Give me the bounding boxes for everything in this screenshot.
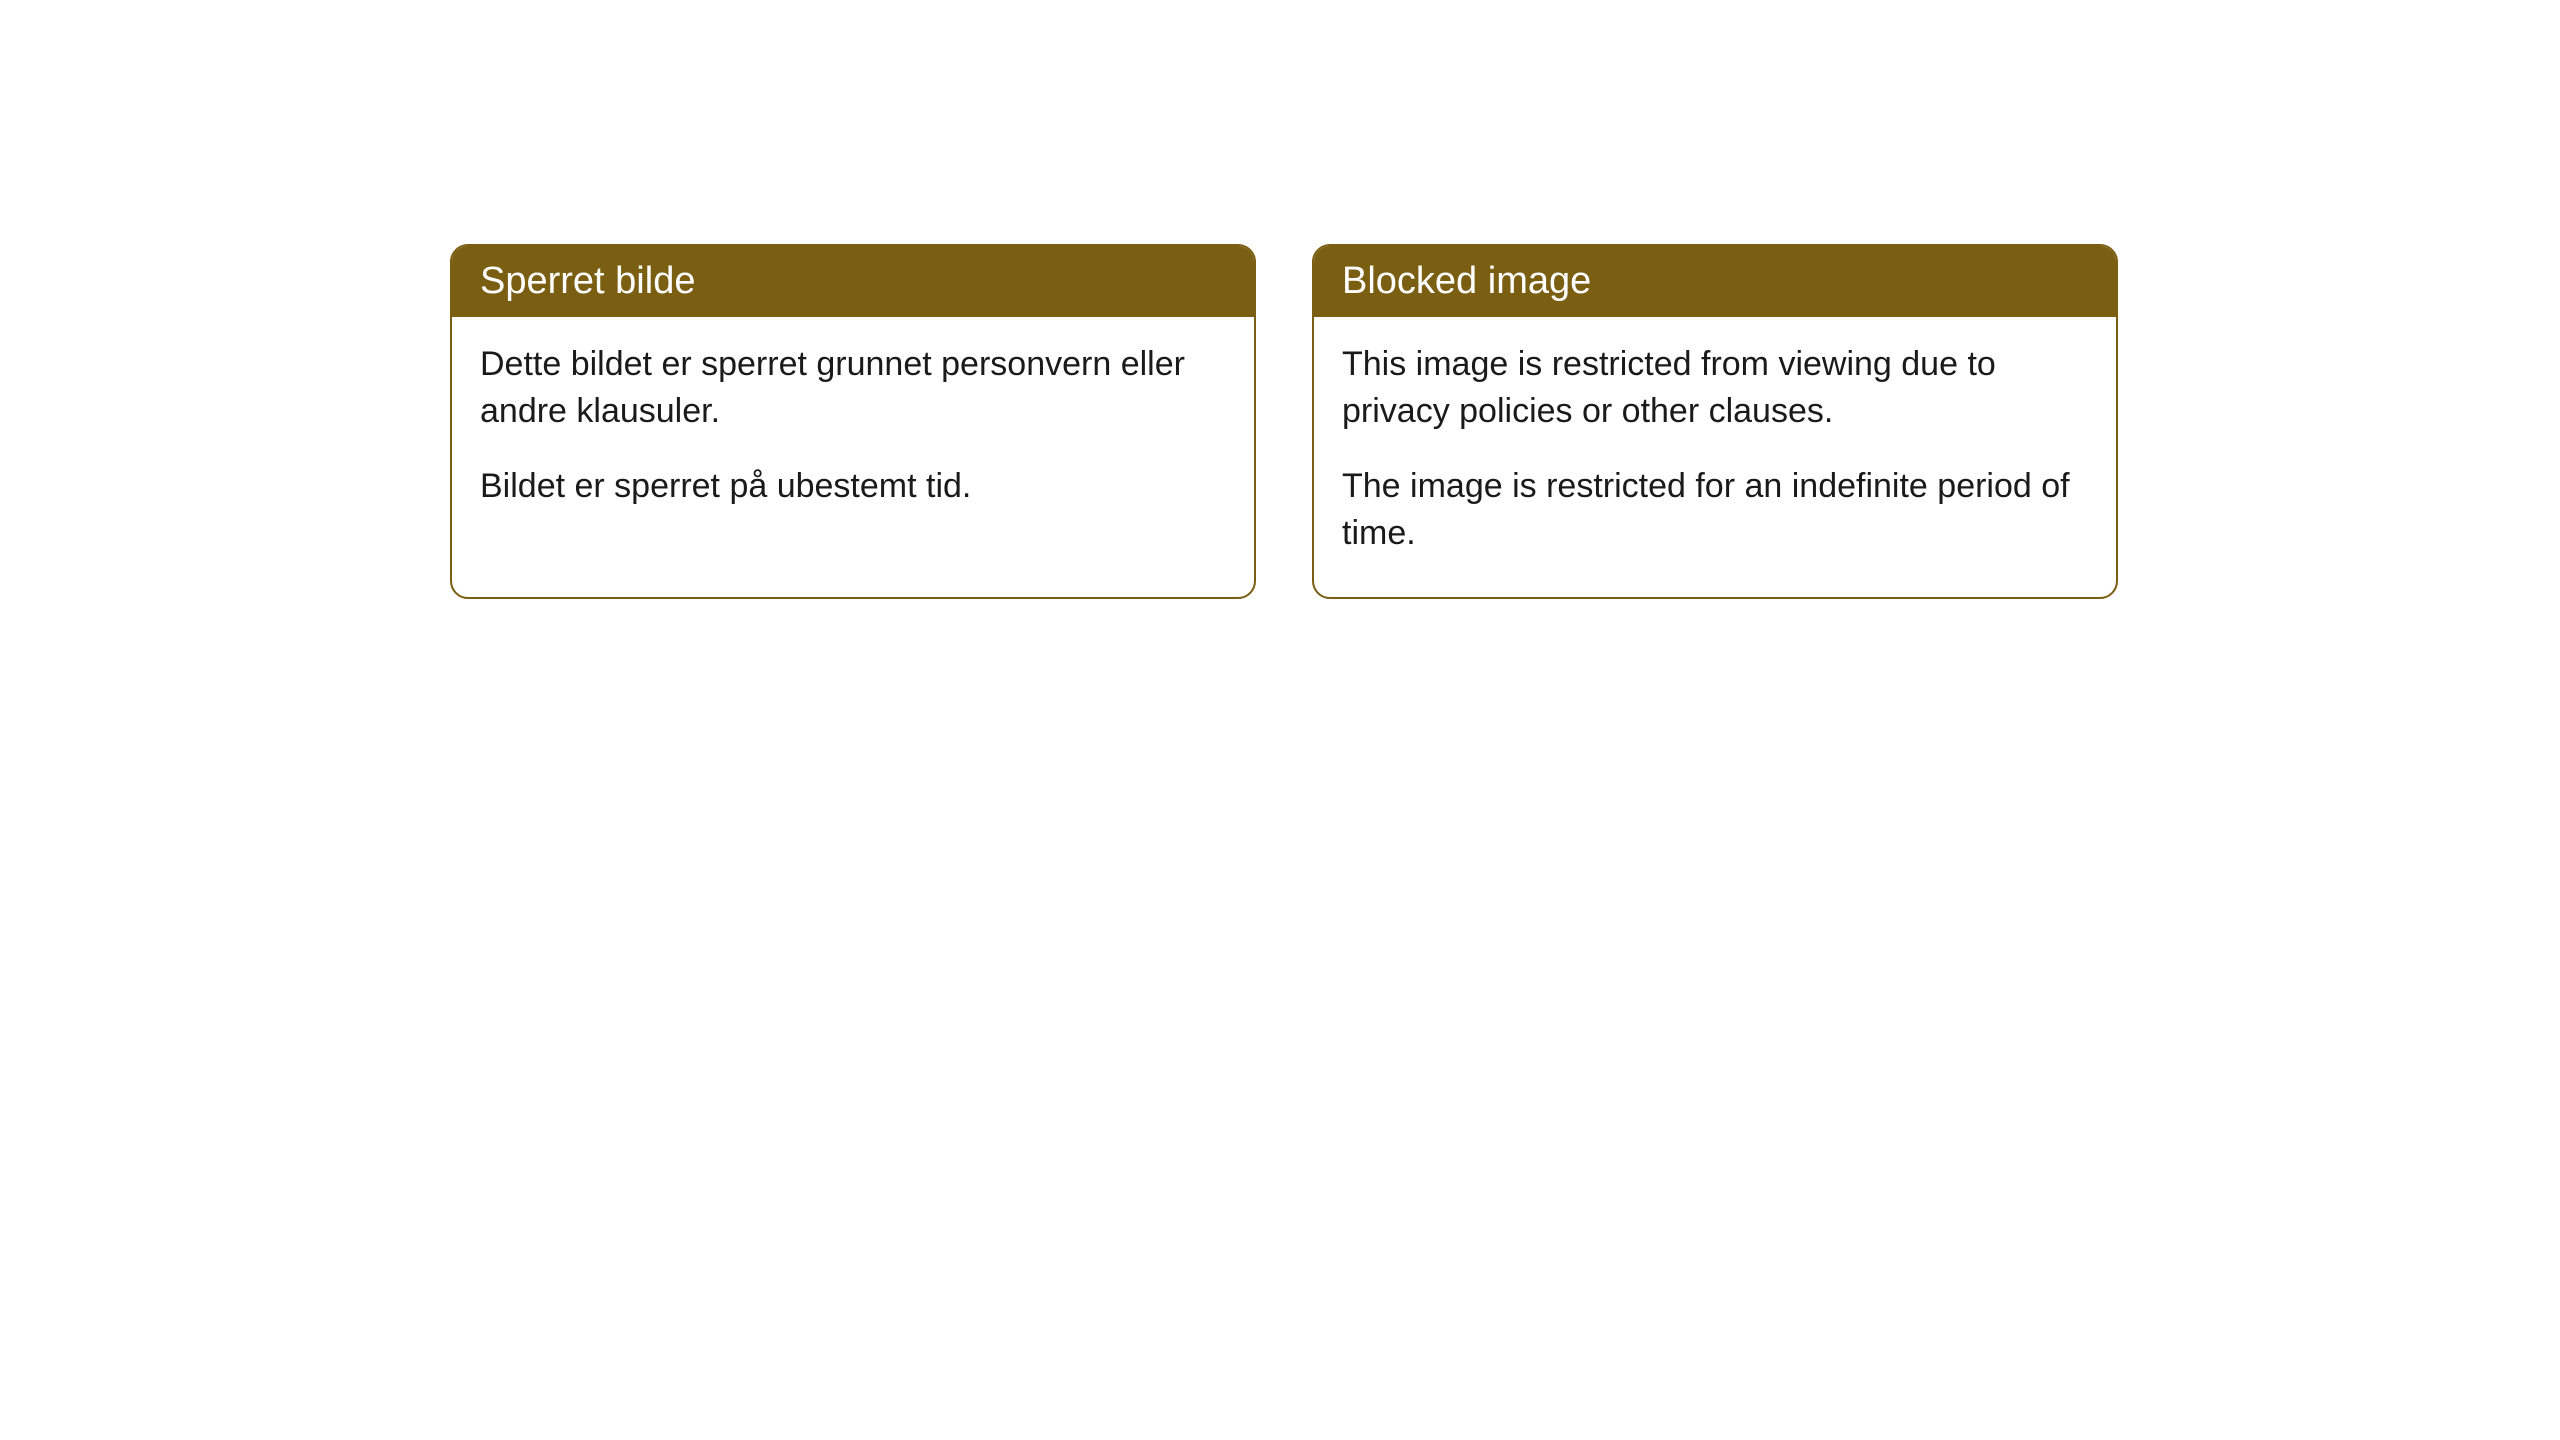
card-title: Blocked image xyxy=(1342,260,1591,302)
card-body: Dette bildet er sperret grunnet personve… xyxy=(452,317,1254,550)
card-message-1: Dette bildet er sperret grunnet personve… xyxy=(480,341,1226,435)
card-header: Blocked image xyxy=(1314,246,2116,317)
card-title: Sperret bilde xyxy=(480,260,695,302)
blocked-image-card-norwegian: Sperret bilde Dette bildet er sperret gr… xyxy=(450,244,1256,599)
card-body: This image is restricted from viewing du… xyxy=(1314,317,2116,597)
card-header: Sperret bilde xyxy=(452,246,1254,317)
card-message-2: The image is restricted for an indefinit… xyxy=(1342,463,2088,557)
notification-cards-container: Sperret bilde Dette bildet er sperret gr… xyxy=(450,244,2118,599)
blocked-image-card-english: Blocked image This image is restricted f… xyxy=(1312,244,2118,599)
card-message-2: Bildet er sperret på ubestemt tid. xyxy=(480,463,1226,510)
card-message-1: This image is restricted from viewing du… xyxy=(1342,341,2088,435)
